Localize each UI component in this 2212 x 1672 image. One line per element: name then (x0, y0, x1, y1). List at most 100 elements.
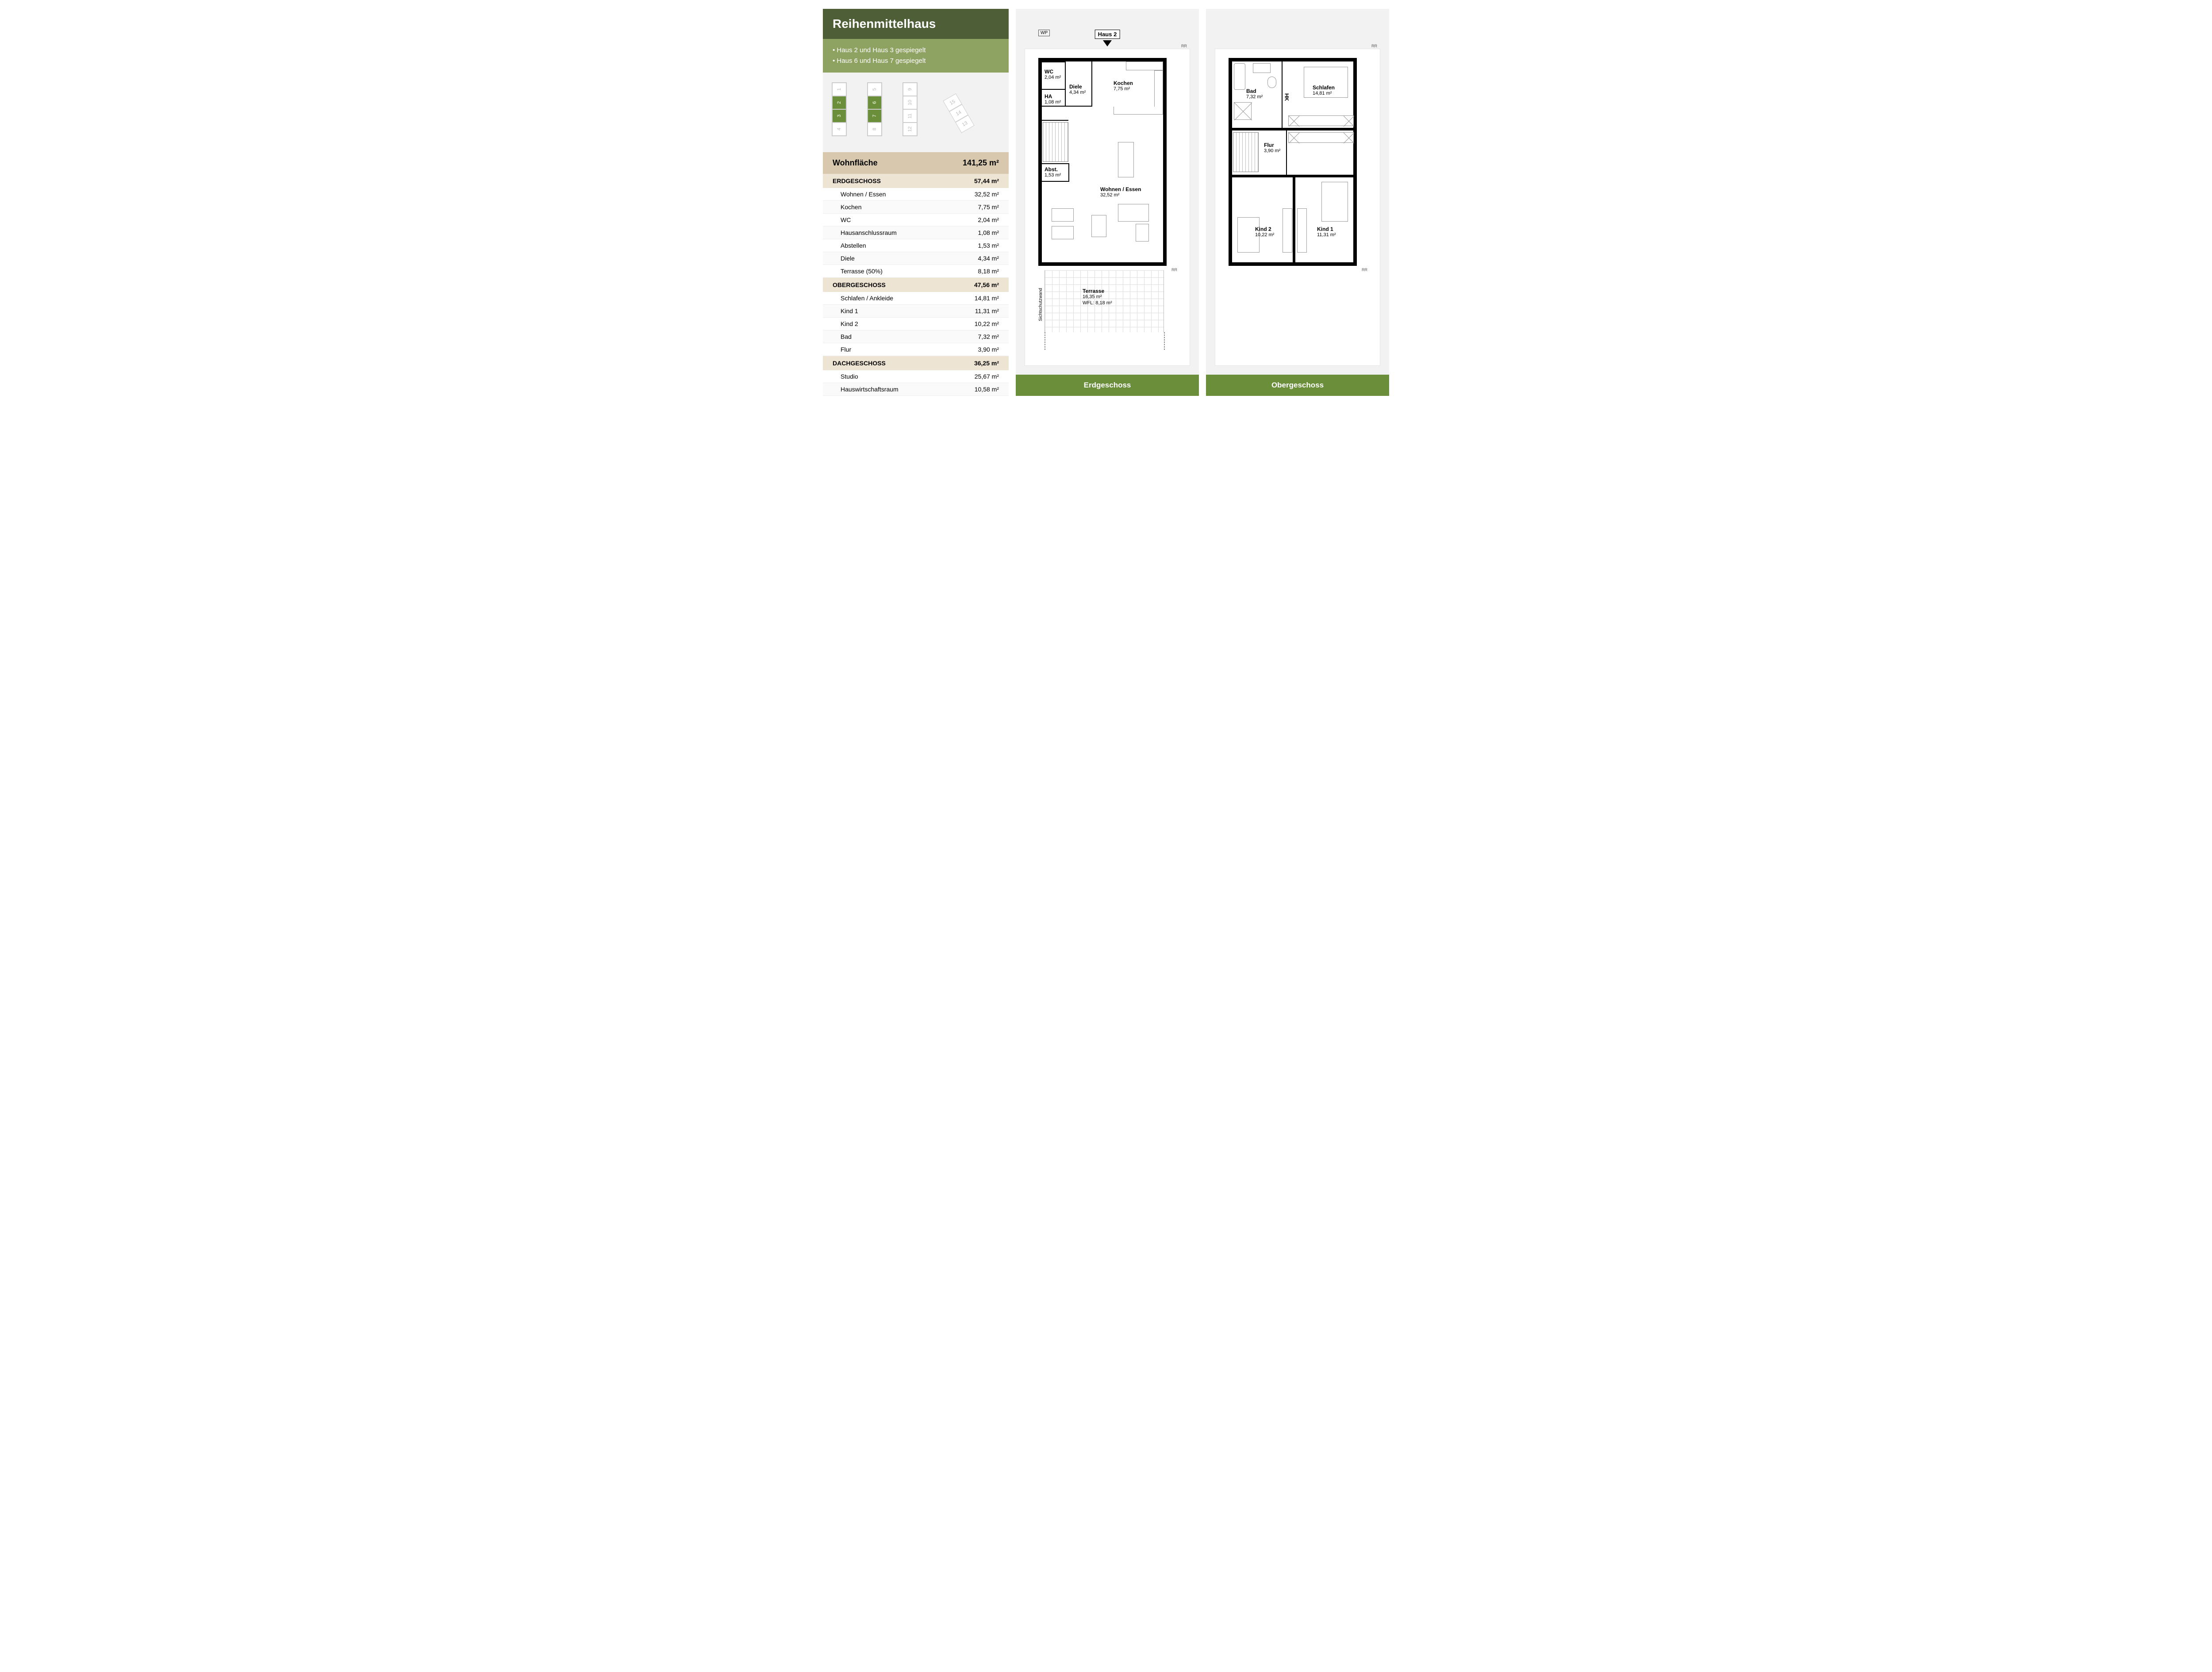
plan-caption-eg: Erdgeschoss (1016, 375, 1199, 396)
siteplan-block: 5678 (867, 82, 882, 136)
room-label-wc: WC 2,04 m² (1045, 69, 1061, 81)
room-area: 10,22 m² (1255, 232, 1274, 238)
room-name: Wohnen / Essen (1100, 186, 1141, 192)
floor-header: ERDGESCHOSS57,44 m² (823, 174, 1009, 188)
area-total-row: Wohnfläche 141,25 m² (823, 152, 1009, 174)
wardrobe (1288, 132, 1354, 143)
floor-name: OBERGESCHOSS (833, 281, 886, 288)
wall (1232, 128, 1357, 130)
coffee-table (1091, 215, 1106, 237)
room-area: 32,52 m² (1100, 192, 1141, 198)
rr-label: RR (1362, 268, 1367, 272)
page-root: Reihenmittelhaus Haus 2 und Haus 3 gespi… (823, 9, 1389, 396)
room-name: WC (1045, 69, 1061, 75)
wall (1293, 177, 1295, 262)
room-name: Kind 2 (841, 320, 858, 327)
floor-area: 36,25 m² (974, 360, 999, 367)
room-label-abst: Abst. 1,53 m² (1045, 166, 1061, 179)
plan-panel-og: RR (1206, 9, 1389, 396)
room-name: Kochen (841, 203, 861, 211)
room-name: Kochen (1114, 80, 1133, 86)
plan-panel-eg: Haus 2 WP RR (1016, 9, 1199, 396)
shower (1234, 102, 1252, 120)
room-area: 3,90 m² (1264, 148, 1280, 154)
floor-area: 57,44 m² (974, 177, 999, 184)
area-row: Hauswirtschaftsraum10,58 m² (823, 383, 1009, 396)
plan-caption-og: Obergeschoss (1206, 375, 1389, 396)
room-area: 11,31 m² (975, 307, 999, 314)
floorplan-eg: Haus 2 WP RR (1025, 49, 1190, 366)
entry-house-label: Haus 2 (1095, 30, 1120, 39)
area-row: Bad 7,32 m² (823, 330, 1009, 343)
armchair (1136, 224, 1149, 242)
area-row: Diele4,34 m² (823, 252, 1009, 265)
wall (1065, 106, 1092, 107)
siteplan-lot: 8 (868, 123, 882, 136)
room-label-kind1: Kind 1 11,31 m² (1317, 226, 1336, 238)
room-label-kind2: Kind 2 10,22 m² (1255, 226, 1274, 238)
room-name: Schlafen / Ankleide (841, 295, 893, 302)
wall (1042, 120, 1068, 121)
area-row: Wohnen / Essen32,52 m² (823, 188, 1009, 201)
siteplan-block-rotated: 151413 (943, 93, 974, 133)
rr-label: RR (1171, 268, 1177, 272)
area-row: Schlafen / Ankleide 14,81 m² (823, 292, 1009, 305)
room-area: 2,04 m² (1045, 75, 1061, 81)
stairs (1233, 132, 1259, 172)
room-name: Diele (841, 255, 855, 262)
siteplan: 123456789101112151413 (823, 73, 1009, 152)
room-name: Flur (1264, 142, 1280, 148)
wall (1068, 163, 1069, 181)
dining-table (1118, 142, 1134, 177)
room-name: Schlafen (1313, 84, 1335, 91)
sichtschutz-label: Sichtschutzwand (1038, 288, 1043, 321)
room-label-terrasse: Terrasse 16,35 m² WFL: 8,18 m² (1083, 288, 1112, 306)
room-area: 14,81 m² (1313, 91, 1335, 96)
room-area: 25,67 m² (975, 373, 999, 380)
room-area: 7,75 m² (978, 203, 999, 211)
wall (1042, 61, 1066, 62)
sofa (1052, 208, 1074, 222)
area-row: Kind 111,31 m² (823, 305, 1009, 318)
room-name: HA (1045, 93, 1061, 100)
room-area: 16,35 m² (1083, 294, 1112, 300)
room-name: Hausanschlussraum (841, 229, 897, 236)
area-row: Abstellen1,53 m² (823, 239, 1009, 252)
room-wfl: WFL: 8,18 m² (1083, 300, 1112, 306)
room-name: Bad (841, 333, 852, 340)
bed (1321, 182, 1348, 222)
rr-label: RR (1181, 44, 1187, 48)
siteplan-lot: 1 (832, 83, 846, 96)
room-label-flur: Flur 3,90 m² (1264, 142, 1280, 154)
room-area: 14,81 m² (975, 295, 999, 302)
kitchen-counter (1154, 70, 1163, 110)
room-area: 10,58 m² (975, 386, 999, 393)
siteplan-lot: 2 (832, 96, 846, 109)
siteplan-lot: 10 (903, 96, 917, 109)
area-row: Flur3,90 m² (823, 343, 1009, 356)
sofa (1118, 204, 1149, 222)
room-area: 1,53 m² (1045, 173, 1061, 178)
area-table: ERDGESCHOSS57,44 m²Wohnen / Essen32,52 m… (823, 174, 1009, 396)
area-row: Terrasse (50%)8,18 m² (823, 265, 1009, 278)
entry-arrow-icon (1103, 40, 1112, 46)
sidebar: Reihenmittelhaus Haus 2 und Haus 3 gespi… (823, 9, 1009, 396)
room-name: WC (841, 216, 851, 223)
room-area: 3,90 m² (978, 346, 999, 353)
siteplan-lot: 9 (903, 83, 917, 96)
room-name: Kind 1 (1317, 226, 1336, 232)
wp-box: WP (1038, 30, 1050, 36)
room-label-hk: HK (1283, 93, 1290, 101)
area-total-label: Wohnfläche (833, 158, 878, 168)
room-area: 7,32 m² (978, 333, 999, 340)
siteplan-lot: 12 (903, 123, 917, 136)
room-name: Wohnen / Essen (841, 191, 886, 198)
siteplan-lot: 6 (868, 96, 882, 109)
siteplan-lot: 3 (832, 109, 846, 123)
room-area: 4,34 m² (1069, 90, 1086, 96)
subtitle-block: Haus 2 und Haus 3 gespiegelt Haus 6 und … (823, 39, 1009, 73)
room-area: 1,53 m² (978, 242, 999, 249)
area-row: WC2,04 m² (823, 214, 1009, 226)
room-area: 8,18 m² (978, 268, 999, 275)
kitchen-counter (1126, 61, 1163, 70)
